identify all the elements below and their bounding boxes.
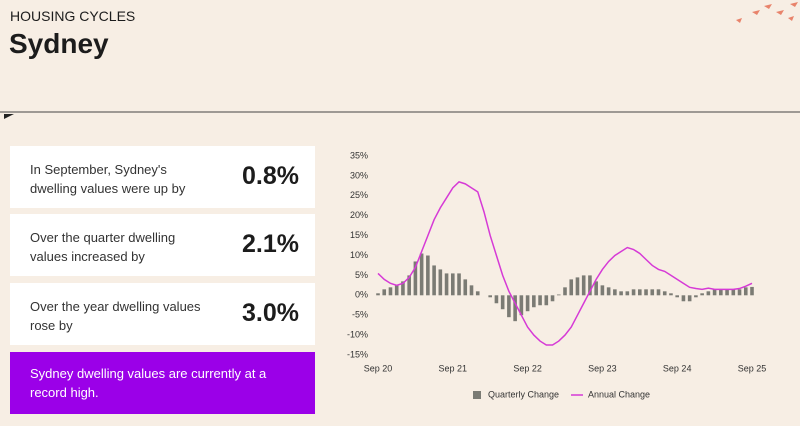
bar (638, 289, 642, 296)
bar (687, 295, 692, 302)
y-tick-label: 5% (355, 270, 368, 280)
bar (613, 289, 617, 296)
bar (719, 289, 723, 296)
bar (606, 287, 611, 296)
x-tick-label: Sep 21 (439, 363, 468, 373)
x-tick-label: Sep 25 (738, 363, 767, 373)
x-tick-label: Sep 24 (663, 363, 692, 373)
bar (681, 295, 686, 302)
bar (556, 294, 561, 296)
bar (457, 273, 461, 296)
bar (712, 289, 717, 296)
bar (662, 291, 667, 296)
bar (588, 275, 592, 296)
bar (376, 293, 380, 296)
x-tick-label: Sep 23 (588, 363, 617, 373)
bar (550, 295, 555, 302)
x-tick-label: Sep 20 (364, 363, 393, 373)
bar (706, 291, 711, 296)
bar (525, 295, 530, 312)
y-tick-label: 35% (350, 150, 368, 160)
card-text: In September, Sydney's dwelling values w… (30, 162, 186, 196)
legend-swatch (473, 391, 481, 399)
bar (694, 295, 698, 298)
bar (650, 289, 655, 296)
legend-label: Annual Change (588, 389, 650, 399)
bar (500, 295, 505, 310)
decoration (0, 2, 800, 119)
bar (731, 289, 736, 296)
bar (494, 295, 499, 304)
line (377, 181, 753, 346)
y-tick-label: 15% (350, 230, 368, 240)
y-tick-label: -5% (352, 310, 368, 320)
bar (725, 289, 729, 296)
bar (488, 295, 492, 298)
bar (581, 275, 586, 296)
bar (419, 253, 424, 296)
bar (407, 275, 411, 296)
card-value: 0.8% (242, 162, 299, 190)
bar (451, 273, 455, 296)
bar (513, 295, 517, 322)
bar (426, 255, 430, 296)
bar (594, 281, 598, 296)
bar (388, 287, 393, 296)
bar (507, 295, 511, 318)
bar (669, 293, 673, 296)
bar (469, 285, 474, 296)
y-tick-label: 20% (350, 210, 368, 220)
y-tick-label: 30% (350, 170, 368, 180)
y-tick-label: 25% (350, 190, 368, 200)
bar (575, 277, 580, 296)
bar (656, 289, 661, 296)
page-title: Sydney (9, 28, 109, 59)
y-tick-label: 0% (355, 290, 368, 300)
y-tick-label: -10% (347, 329, 368, 339)
bar (438, 269, 443, 296)
bar (544, 295, 549, 306)
bar (625, 291, 630, 296)
bar (519, 295, 524, 316)
stat-card: Over the quarter dwelling values increas… (10, 214, 315, 276)
bar (382, 289, 387, 296)
y-tick-label: -15% (347, 349, 368, 359)
card-text: Over the quarter dwelling values increas… (30, 230, 176, 264)
stat-card: Over the year dwelling values rose by 3.0… (10, 283, 315, 345)
bar (394, 285, 399, 296)
bar (475, 291, 480, 296)
card-value: 2.1% (242, 230, 299, 258)
bar (563, 287, 567, 296)
card-value: 3.0% (242, 299, 299, 327)
bar (631, 289, 636, 296)
bar (619, 291, 623, 296)
x-tick-label: Sep 22 (513, 363, 542, 373)
bar (401, 281, 405, 296)
legend-label: Quarterly Change (488, 389, 559, 399)
chart: -15% -10% -5% 0% 5% 10% 15% 20% 25% 30% 35% Sep 20 S… (347, 150, 767, 399)
bar (600, 285, 605, 296)
bar (743, 287, 748, 296)
bar (444, 273, 449, 296)
callout: Sydney dwelling values are currently at … (10, 352, 315, 414)
bar (569, 279, 574, 296)
bar (532, 295, 536, 308)
bar (463, 279, 468, 296)
bar (644, 289, 648, 296)
bar (538, 295, 542, 306)
bar (700, 293, 704, 296)
kicker: HOUSING CYCLES (10, 8, 136, 24)
stat-card: In September, Sydney's dwelling values w… (10, 146, 315, 208)
bar (750, 286, 754, 296)
y-tick-label: 10% (350, 250, 368, 260)
card-text: Over the year dwelling values rose by (30, 299, 201, 333)
bar (432, 265, 436, 296)
bar (737, 289, 742, 296)
bar (413, 261, 418, 296)
bar (675, 295, 679, 298)
